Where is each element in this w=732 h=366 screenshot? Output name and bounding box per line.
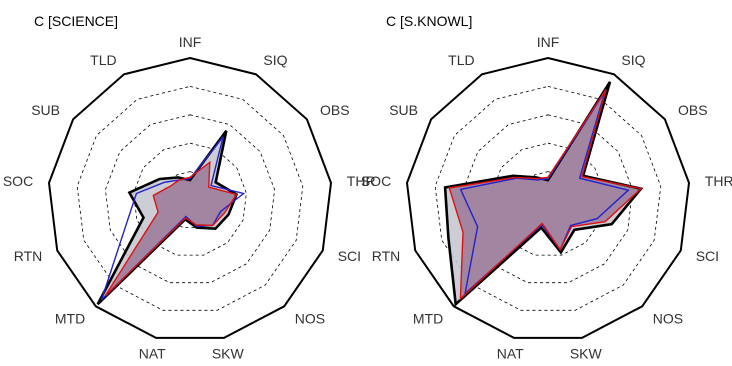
axis-label-sub: SUB [389,102,418,118]
grid-ring-2 [133,142,247,256]
series-3-line [448,89,643,301]
grid-ring-3 [462,114,634,284]
chart-title: C [S.KNOWL] [386,13,472,29]
axis-label-thr: THR [347,173,376,189]
series-1-line [443,81,644,307]
series-1-line [96,130,239,306]
axis-label-sci: SCI [696,248,719,264]
grid-ring-4 [434,85,662,311]
axis-label-inf: INF [537,34,560,50]
radar-chart-s-knowl: C [S.KNOWL] INF SIQ OBS THR SCI NOS SKW NAT MTD R… [361,13,732,361]
axis-label-rtn: RTN [14,248,43,264]
axis-label-nos: NOS [653,310,683,326]
axis-label-thr: THR [705,173,732,189]
outer-boundary [47,56,333,339]
axis-label-tld: TLD [90,52,116,68]
axis-label-inf: INF [179,34,202,50]
grid-ring-2 [491,142,605,256]
axis-label-mtd: MTD [413,310,443,326]
axis-label-mtd: MTD [55,310,85,326]
axis-label-nat: NAT [139,345,166,361]
axis-label-soc: SOC [3,173,33,189]
axis-label-soc: SOC [361,173,391,189]
series-3-area [105,162,237,296]
axis-label-siq: SIQ [621,52,645,68]
axis-label-skw: SKW [212,345,245,361]
series-3-area [449,89,641,299]
axis-label-nat: NAT [497,345,524,361]
axis-label-nos: NOS [295,310,325,326]
axis-label-obs: OBS [320,102,350,118]
radar-chart-science: C [SCIENCE] INF SIQ OBS THR SCI NOS SKW NAT MTD R… [3,13,376,361]
axis-label-obs: OBS [678,102,708,118]
grid-ring-3 [104,114,276,284]
chart-title: C [SCIENCE] [34,13,118,29]
axis-label-tld: TLD [448,52,474,68]
axis-label-siq: SIQ [263,52,287,68]
axis-label-rtn: RTN [372,248,401,264]
series-3-line [104,160,238,297]
outer-boundary [405,56,691,339]
axis-label-sub: SUB [31,102,60,118]
axis-label-skw: SKW [570,345,603,361]
grid-ring-4 [76,85,304,311]
axis-label-sci: SCI [338,248,361,264]
